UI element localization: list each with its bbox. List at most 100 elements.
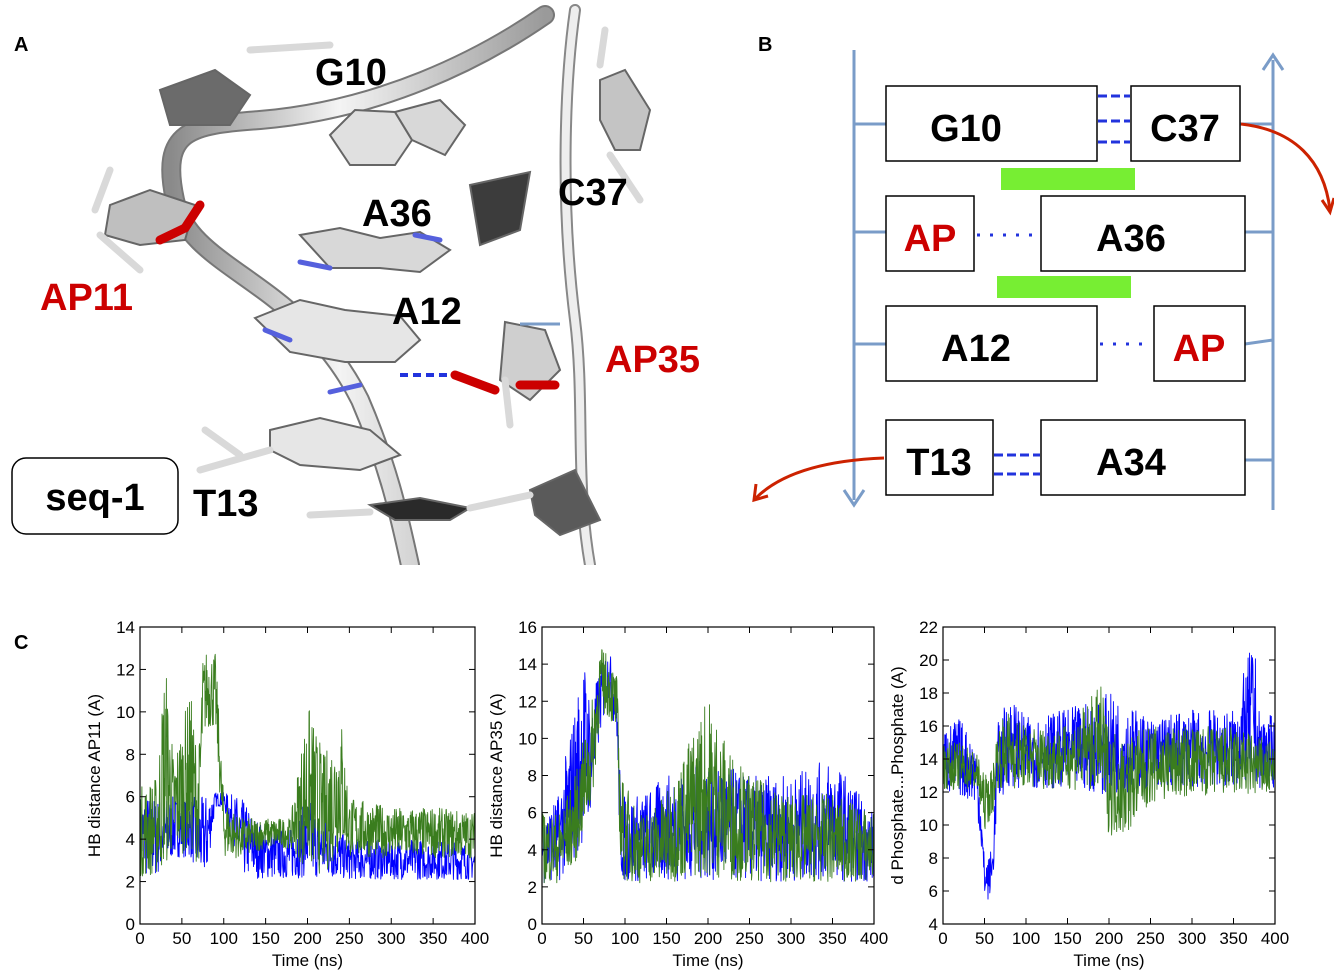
y-tick-label: 4 — [126, 830, 135, 849]
oxygen-sticks — [155, 200, 560, 395]
y-tick-label: 4 — [929, 915, 938, 934]
base-label: T13 — [906, 442, 971, 484]
base-label: AP — [1173, 328, 1226, 370]
y-tick-label: 6 — [126, 788, 135, 807]
residue-label-c37: C37 — [558, 172, 628, 214]
data-series-1 — [942, 652, 1276, 900]
y-tick-label: 8 — [929, 849, 938, 868]
y-tick-label: 6 — [528, 804, 537, 823]
panel-label-b: B — [758, 34, 773, 56]
y-tick-label: 0 — [126, 915, 135, 934]
stick-bonds — [91, 26, 644, 519]
x-axis-label: Time (ns) — [272, 951, 343, 970]
x-tick-label: 100 — [210, 929, 238, 948]
y-axis-label: HB distance AP11 (A) — [85, 694, 104, 857]
x-tick-label: 0 — [537, 929, 546, 948]
x-tick-label: 350 — [419, 929, 447, 948]
y-axis-label: d Phosphate...Phosphate (A) — [888, 666, 907, 884]
x-tick-label: 400 — [860, 929, 888, 948]
y-tick-label: 14 — [518, 655, 537, 674]
base-label: A12 — [941, 328, 1011, 370]
chart-3: 0 50 100 150 200 250 300 350 400 4 6 8 10 12 14 16 18 20 2… — [888, 618, 1289, 970]
y-tick-label: 12 — [919, 783, 938, 802]
y-tick-label: 14 — [116, 618, 135, 637]
molecular-structure-image: G10 C37 A36 A12 AP11 AP35 T13 seq-1 — [11, 4, 700, 565]
base-row-1: G10 C37 — [885, 85, 1241, 162]
base-rings — [103, 68, 652, 537]
x-tick-label: 50 — [574, 929, 593, 948]
data-series-2 — [541, 649, 875, 884]
x-tick-label: 50 — [172, 929, 191, 948]
x-tick-label: 250 — [735, 929, 763, 948]
y-tick-label: 8 — [126, 745, 135, 764]
y-tick-label: 16 — [919, 717, 938, 736]
x-axis-label: Time (ns) — [672, 951, 743, 970]
x-tick-label: 300 — [1178, 929, 1206, 948]
residue-label-a12: A12 — [392, 291, 462, 333]
base-label: A36 — [1096, 218, 1166, 260]
panel-label-c: C — [14, 632, 29, 654]
x-tick-label: 200 — [293, 929, 321, 948]
x-tick-label: 350 — [1219, 929, 1247, 948]
chart-1: 0 50 100 150 200 250 300 350 400 0 2 4 6 8 10 12 14 Time … — [85, 618, 489, 970]
y-tick-label: 10 — [919, 816, 938, 835]
stacking-bar — [997, 276, 1131, 298]
sequence-label: seq-1 — [45, 477, 144, 519]
base-label: AP — [904, 218, 957, 260]
y-tick-label: 20 — [919, 651, 938, 670]
x-axis-label: Time (ns) — [1073, 951, 1144, 970]
base-row-3: A12 AP — [885, 305, 1246, 382]
base-pair-schematic: G10 C37 AP A36 A12 AP T13 A34 — [752, 50, 1334, 510]
x-tick-label: 100 — [611, 929, 639, 948]
data-series-2 — [139, 653, 476, 877]
residue-label-ap35: AP35 — [605, 339, 700, 381]
x-tick-label: 50 — [975, 929, 994, 948]
x-tick-label: 200 — [694, 929, 722, 948]
y-tick-label: 2 — [126, 873, 135, 892]
chart-2: 0 50 100 150 200 250 300 350 400 0 2 4 6 8 10 12 14 16 Tim… — [487, 618, 888, 970]
residue-label-ap11: AP11 — [40, 277, 133, 319]
residue-label-g10: G10 — [315, 52, 387, 94]
x-tick-label: 150 — [652, 929, 680, 948]
x-tick-label: 400 — [461, 929, 489, 948]
base-label: A34 — [1096, 442, 1166, 484]
panel-label-a: A — [14, 34, 29, 56]
data-series-2 — [942, 686, 1276, 836]
base-label: C37 — [1150, 108, 1220, 150]
y-tick-label: 16 — [518, 618, 537, 637]
x-tick-label: 150 — [251, 929, 279, 948]
y-tick-label: 22 — [919, 618, 938, 637]
y-tick-label: 10 — [116, 703, 135, 722]
x-tick-label: 300 — [777, 929, 805, 948]
base-row-2: AP A36 — [885, 195, 1246, 272]
y-tick-label: 4 — [528, 841, 537, 860]
y-tick-label: 0 — [528, 915, 537, 934]
y-tick-label: 12 — [116, 660, 135, 679]
base-label: G10 — [930, 108, 1002, 150]
y-tick-label: 8 — [528, 767, 537, 786]
x-tick-label: 400 — [1261, 929, 1289, 948]
x-tick-label: 300 — [377, 929, 405, 948]
y-tick-label: 14 — [919, 750, 938, 769]
y-tick-label: 12 — [518, 692, 537, 711]
x-tick-label: 250 — [335, 929, 363, 948]
residue-label-t13: T13 — [193, 483, 258, 525]
sequence-label-box — [11, 457, 179, 535]
x-tick-label: 0 — [135, 929, 144, 948]
y-axis-label: HB distance AP35 (A) — [487, 693, 506, 857]
stacking-bar — [1001, 168, 1135, 190]
x-tick-label: 100 — [1012, 929, 1040, 948]
x-tick-label: 200 — [1095, 929, 1123, 948]
x-tick-label: 350 — [818, 929, 846, 948]
y-tick-label: 18 — [919, 684, 938, 703]
x-tick-label: 150 — [1053, 929, 1081, 948]
residue-label-a36: A36 — [362, 193, 432, 235]
nitrogen-sticks — [262, 232, 443, 395]
x-tick-label: 250 — [1136, 929, 1164, 948]
flip-out-arrow — [752, 122, 1334, 503]
y-tick-label: 2 — [528, 878, 537, 897]
y-tick-label: 10 — [518, 729, 537, 748]
time-series-charts: 0 50 100 150 200 250 300 350 40002468101214Time … — [85, 618, 1289, 970]
y-tick-label: 6 — [929, 882, 938, 901]
x-tick-label: 0 — [938, 929, 947, 948]
